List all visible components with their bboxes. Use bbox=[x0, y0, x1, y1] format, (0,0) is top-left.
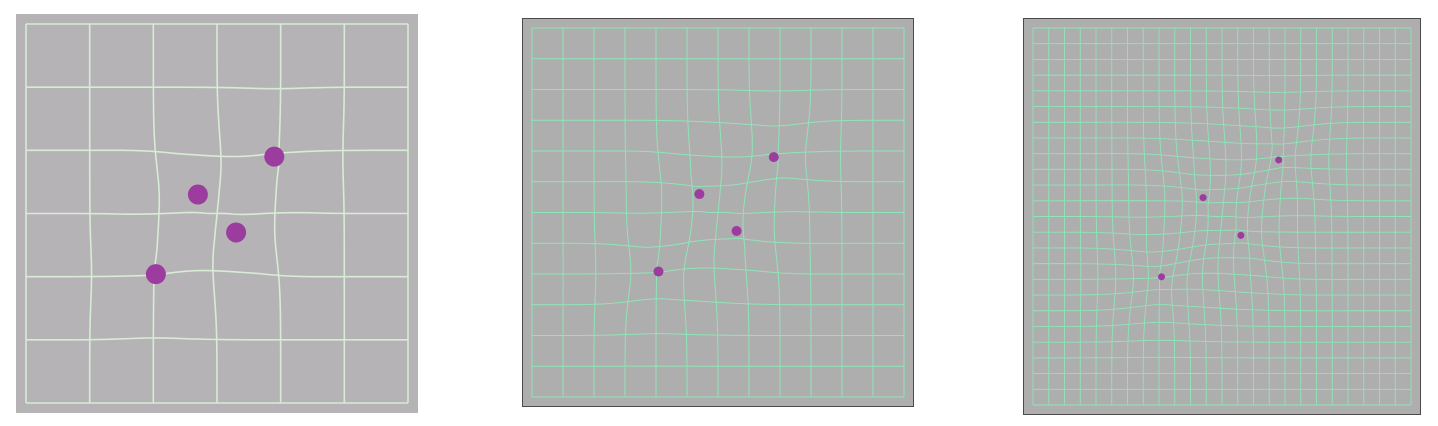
grid-line-horizontal bbox=[532, 267, 904, 275]
grid-line-horizontal bbox=[532, 210, 904, 214]
grid-line-horizontal bbox=[1033, 356, 1411, 359]
grid-line-horizontal bbox=[1033, 121, 1411, 129]
grid-line-horizontal bbox=[1033, 137, 1411, 145]
grid-line-horizontal bbox=[1033, 272, 1411, 280]
control-point-4 bbox=[1158, 273, 1166, 281]
grid-lines bbox=[25, 23, 409, 404]
control-point-3 bbox=[731, 225, 742, 236]
grid-line-horizontal bbox=[532, 119, 904, 127]
grid-line-horizontal bbox=[1033, 215, 1411, 218]
panel-medium-grid bbox=[522, 18, 914, 407]
grid-line-horizontal bbox=[1033, 167, 1411, 176]
grid-line-horizontal bbox=[532, 177, 904, 188]
grid-line-horizontal bbox=[532, 88, 904, 92]
control-point-2 bbox=[768, 152, 779, 163]
control-point-1 bbox=[187, 184, 208, 205]
grid-line-horizontal bbox=[532, 237, 904, 248]
grid-line-horizontal bbox=[1033, 288, 1411, 296]
grid-line-horizontal bbox=[532, 298, 904, 306]
grid-line-horizontal bbox=[1033, 106, 1411, 111]
control-point-4 bbox=[145, 264, 166, 285]
grid-lines bbox=[531, 27, 905, 398]
control-point-3 bbox=[1237, 231, 1245, 239]
grid-line-horizontal bbox=[26, 86, 408, 90]
grid-line-horizontal bbox=[26, 211, 408, 216]
panel-coarse-grid bbox=[16, 14, 418, 413]
control-point-2 bbox=[264, 146, 285, 167]
grid-line-horizontal bbox=[1033, 153, 1411, 161]
grid-line-horizontal bbox=[1033, 90, 1411, 93]
grid-line-horizontal bbox=[1033, 257, 1411, 268]
grid-line-horizontal bbox=[1033, 304, 1411, 312]
grid-line-horizontal bbox=[1033, 339, 1411, 343]
grid-line-horizontal bbox=[26, 149, 408, 158]
control-point-2 bbox=[1275, 156, 1283, 164]
grid-line-horizontal bbox=[1033, 197, 1411, 204]
grid-line-horizontal bbox=[1033, 321, 1411, 327]
grid-line-horizontal bbox=[26, 269, 408, 278]
grid-line-horizontal bbox=[532, 150, 904, 158]
grid-line-horizontal bbox=[1033, 180, 1412, 191]
control-point-3 bbox=[226, 222, 247, 243]
control-point-1 bbox=[694, 189, 705, 200]
grid-lines bbox=[1032, 27, 1412, 406]
control-point-4 bbox=[653, 266, 664, 277]
panel-fine-grid bbox=[1023, 18, 1421, 415]
control-point-1 bbox=[1199, 194, 1207, 202]
fine-grid-canvas bbox=[1024, 19, 1420, 414]
grid-line-horizontal bbox=[1033, 229, 1411, 236]
grid-line-horizontal bbox=[532, 333, 904, 337]
medium-grid-canvas bbox=[523, 19, 913, 406]
grid-line-horizontal bbox=[1033, 242, 1411, 253]
coarse-grid-canvas bbox=[16, 14, 418, 413]
grid-line-horizontal bbox=[26, 337, 408, 341]
